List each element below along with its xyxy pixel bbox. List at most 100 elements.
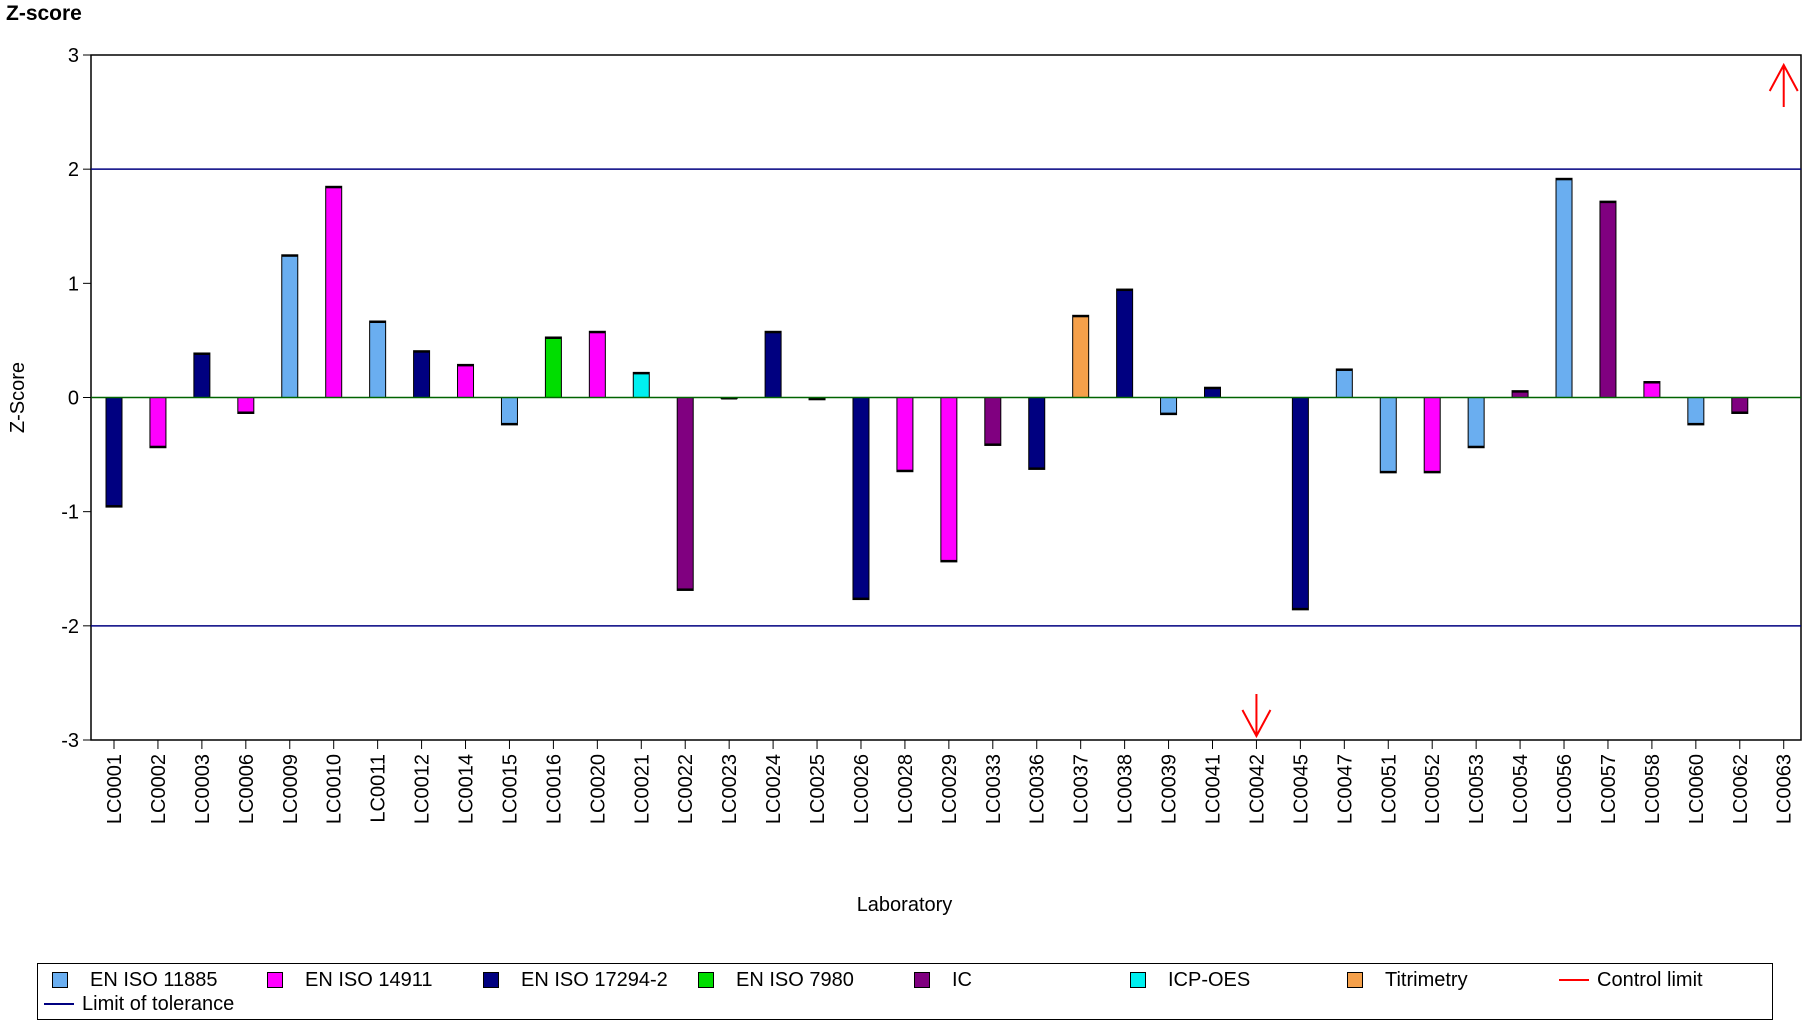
x-tick-label: LC0051: [1378, 754, 1400, 824]
x-tick-label: LC0012: [412, 754, 434, 824]
bar-lc0060: [1687, 397, 1705, 426]
bar-cap: [940, 559, 957, 562]
bar-lc0037: [1072, 314, 1090, 398]
bar-lc0021: [632, 371, 650, 398]
x-tick-label: LC0037: [1071, 754, 1093, 824]
bar-cap: [1687, 422, 1704, 425]
bar-cap: [281, 254, 298, 257]
bar-cap: [237, 411, 254, 414]
legend-label: EN ISO 14911: [305, 969, 433, 991]
y-tick-label: 3: [68, 45, 79, 67]
bar-lc0006: [237, 397, 255, 414]
bar-lc0011: [369, 320, 387, 398]
y-tick-label: 1: [68, 273, 79, 295]
bar-cap: [633, 372, 650, 375]
y-axis-label: Z-Score: [7, 362, 29, 433]
bar-cap: [1028, 467, 1045, 470]
x-tick-label: LC0062: [1730, 754, 1752, 824]
legend-label: EN ISO 17294-2: [521, 969, 668, 991]
bar-cap: [984, 443, 1001, 446]
bar-lc0010: [325, 185, 343, 398]
bar-cap: [1292, 607, 1309, 610]
x-tick-label: LC0014: [456, 754, 478, 824]
bar-lc0003: [193, 352, 211, 399]
legend-label: Limit of tolerance: [82, 993, 235, 1015]
bar-lc0001: [105, 397, 123, 508]
bar-lc0057: [1599, 200, 1617, 398]
legend-label: EN ISO 7980: [736, 969, 854, 991]
bar-lc0028: [896, 397, 914, 473]
bar-cap: [106, 505, 122, 508]
x-tick-label: LC0020: [587, 754, 609, 824]
legend-swatch: [698, 972, 714, 988]
bar-lc0062: [1731, 397, 1749, 414]
bar-lc0045: [1291, 397, 1309, 611]
bar-cap: [413, 350, 430, 353]
bar-cap: [501, 422, 518, 425]
x-axis-label: Laboratory: [856, 894, 953, 916]
bar-cap: [1599, 201, 1616, 204]
bar-lc0038: [1116, 288, 1134, 398]
y-tick-label: -3: [61, 730, 79, 752]
bar-cap: [1116, 289, 1133, 292]
x-tick-label: LC0003: [192, 754, 214, 824]
x-tick-label: LC0058: [1642, 754, 1664, 824]
bar-cap: [677, 588, 694, 591]
x-tick-label: LC0052: [1422, 754, 1444, 824]
x-tick-label: LC0015: [499, 754, 521, 824]
bar-cap: [1160, 412, 1177, 415]
bar-lc0020: [588, 330, 606, 398]
bar-lc0022: [676, 397, 694, 591]
bar-cap: [809, 397, 826, 400]
x-tick-label: LC0025: [807, 754, 829, 824]
x-tick-label: LC0038: [1115, 754, 1137, 824]
bar-lc0002: [149, 397, 167, 449]
legend: EN ISO 11885 EN ISO 14911 EN ISO 17294-2…: [37, 963, 1773, 1020]
bar-lc0051: [1379, 397, 1397, 474]
legend-swatch: [914, 972, 930, 988]
bar-lc0052: [1423, 397, 1441, 474]
bar-lc0058: [1643, 381, 1661, 398]
bar-cap: [1204, 387, 1221, 390]
x-tick-label: LC0039: [1159, 754, 1181, 824]
bar-lc0039: [1160, 397, 1178, 416]
bar-cap: [1072, 315, 1089, 318]
legend-label: EN ISO 11885: [90, 969, 218, 991]
legend-label: Control limit: [1597, 969, 1703, 991]
bar-lc0012: [413, 350, 431, 399]
legend-label: Titrimetry: [1385, 969, 1468, 991]
bar-cap: [149, 445, 166, 448]
x-tick-label: LC0041: [1203, 754, 1225, 824]
legend-line-swatch: [1559, 979, 1589, 981]
off-scale-arrow-up: [1768, 62, 1799, 107]
bar-cap: [193, 352, 210, 355]
y-tick-label: 0: [68, 388, 79, 410]
x-tick-label: LC0060: [1686, 754, 1708, 824]
x-tick-label: LC0009: [280, 754, 302, 824]
chart-title: Z-score: [6, 2, 82, 25]
x-tick-label: LC0053: [1466, 754, 1488, 824]
bar-cap: [721, 397, 738, 400]
bar-lc0047: [1335, 368, 1353, 399]
x-tick-label: LC0047: [1334, 754, 1356, 824]
bar-cap: [1643, 381, 1660, 384]
legend-swatch: [267, 972, 283, 988]
bar-cap: [1380, 470, 1397, 473]
bar-cap: [1424, 470, 1441, 473]
x-tick-label: LC0026: [851, 754, 873, 824]
bar-lc0024: [764, 330, 782, 398]
bar-lc0033: [984, 397, 1002, 446]
x-tick-label: LC0010: [324, 754, 346, 824]
legend-line-swatch: [44, 1003, 74, 1005]
x-tick-label: LC0022: [675, 754, 697, 824]
y-tick-label: -1: [61, 502, 79, 524]
x-tick-label: LC0011: [368, 754, 390, 823]
bar-cap: [1731, 411, 1748, 414]
x-tick-label: LC0042: [1246, 754, 1268, 824]
x-tick-label: LC0024: [763, 754, 785, 824]
x-tick-label: LC0063: [1774, 754, 1796, 824]
x-tick-label: LC0023: [719, 754, 741, 824]
bar-cap: [1468, 445, 1485, 448]
legend-label: IC: [952, 969, 972, 991]
